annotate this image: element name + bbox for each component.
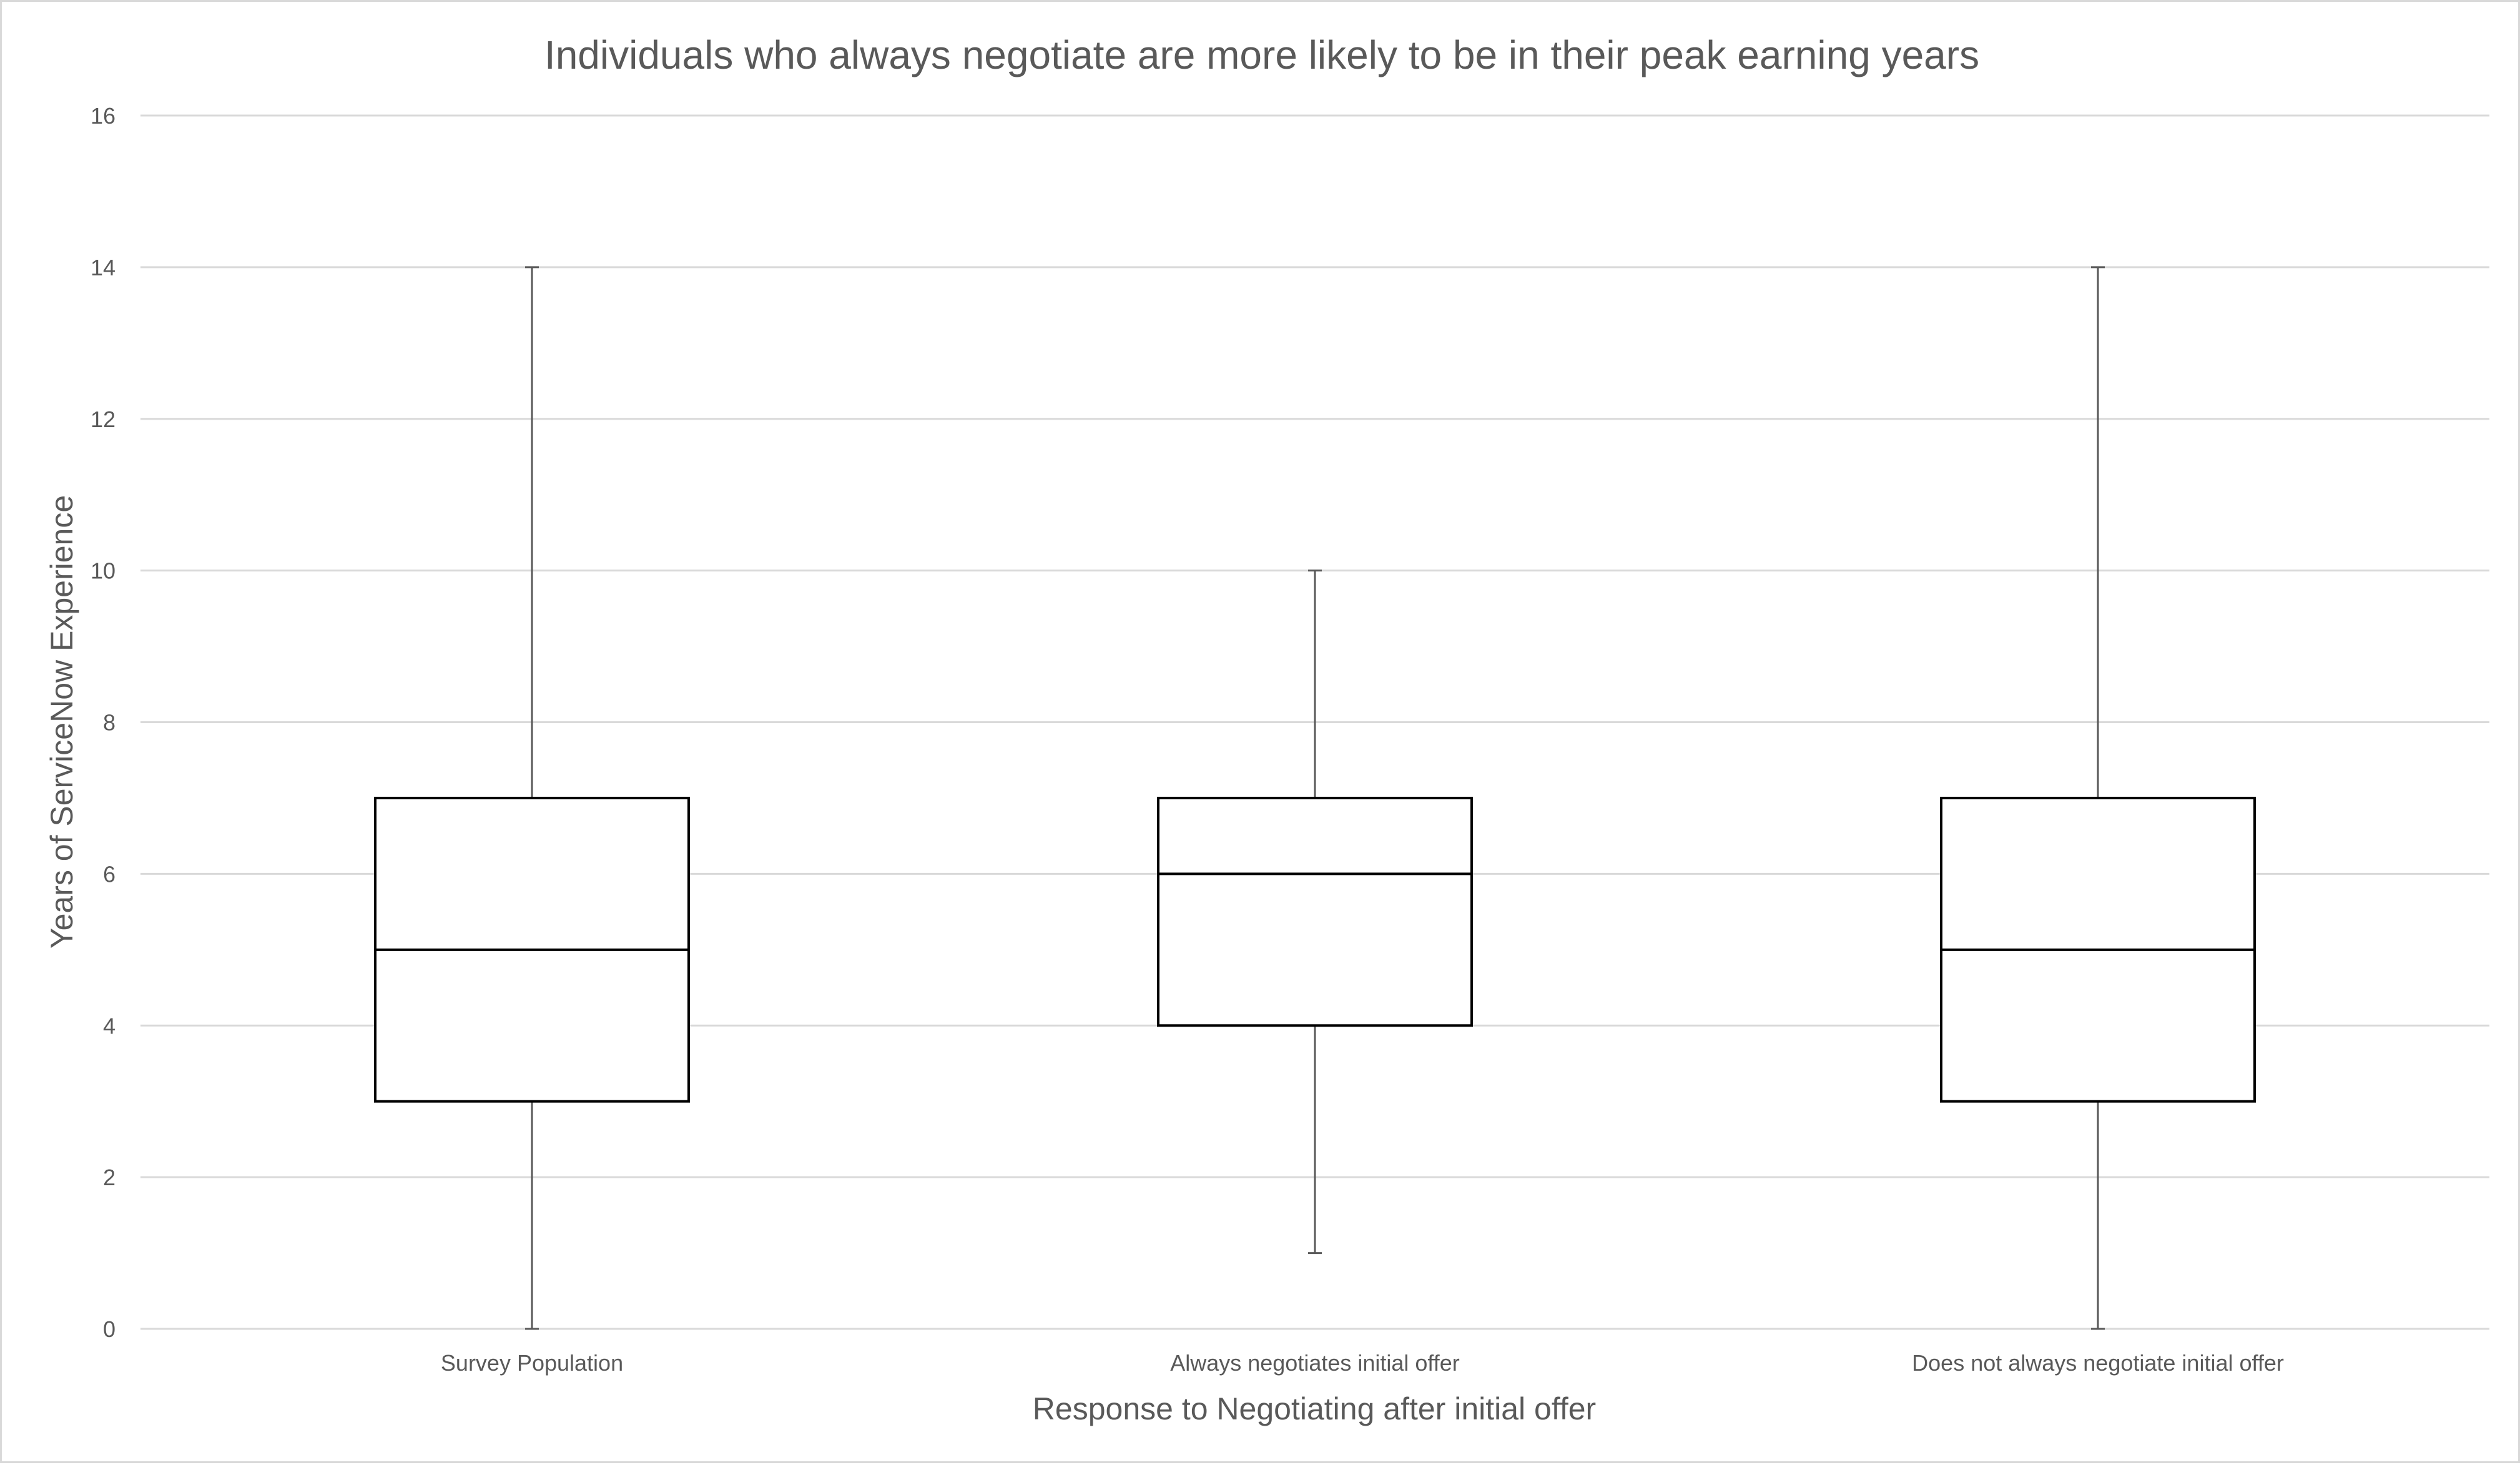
- x-tick-label: Does not always negotiate initial offer: [1912, 1350, 2284, 1376]
- y-tick-label: 8: [103, 710, 116, 736]
- y-tick-label: 14: [91, 255, 116, 280]
- box-group: [1157, 570, 1473, 1255]
- x-tick-label: Always negotiates initial offer: [1170, 1350, 1460, 1376]
- box-group: [374, 266, 690, 1330]
- x-axis-ticks: Survey Population Always negotiates initi…: [441, 1350, 2284, 1376]
- y-axis-title: Years of ServiceNow Experience: [44, 495, 79, 949]
- x-axis-title: Response to Negotiating after initial of…: [1033, 1391, 1596, 1426]
- y-tick-label: 0: [103, 1316, 116, 1342]
- x-tick-label: Survey Population: [441, 1350, 623, 1376]
- y-tick-label: 12: [91, 407, 116, 432]
- y-axis-ticks: 0 2 4 6 8 10 12 14 16: [91, 103, 116, 1342]
- y-tick-label: 16: [91, 103, 116, 129]
- y-tick-label: 4: [103, 1013, 116, 1038]
- y-tick-label: 10: [91, 558, 116, 584]
- boxes: [374, 266, 2256, 1330]
- box-group: [1940, 266, 2256, 1330]
- chart-title: Individuals who always negotiate are mor…: [544, 32, 1979, 77]
- y-tick-label: 6: [103, 861, 116, 887]
- iqr-box: [1157, 796, 1473, 1027]
- y-tick-label: 2: [103, 1165, 116, 1190]
